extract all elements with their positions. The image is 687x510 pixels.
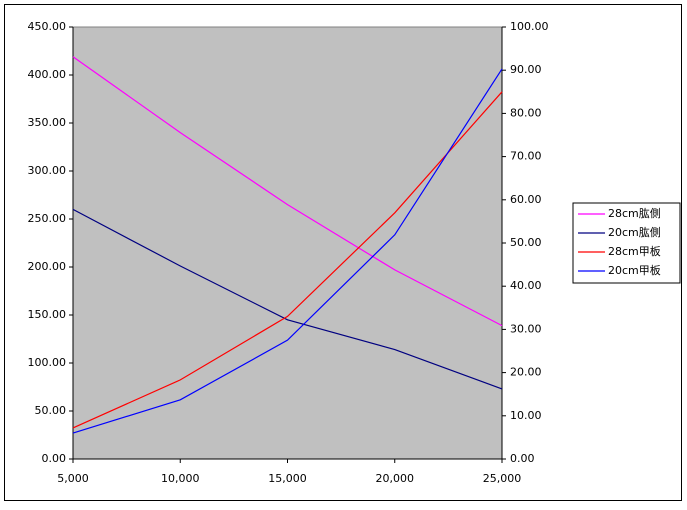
- series-line: [72, 68, 503, 434]
- y-tick-label: 400.00: [28, 68, 67, 81]
- y-tick-label: 0.00: [42, 452, 67, 465]
- series-line: [72, 208, 503, 390]
- series-line: [72, 91, 503, 429]
- legend-box: [572, 202, 681, 284]
- legend-label: 28cm肱側: [608, 206, 661, 220]
- y2-tick-label: 70.00: [510, 150, 542, 163]
- y2-tick-label: 90.00: [510, 63, 542, 76]
- y-tick-label: 350.00: [28, 116, 67, 129]
- x-tick-label: 5,000: [57, 472, 89, 485]
- y-tick-label: 50.00: [35, 404, 67, 417]
- y2-tick-label: 100.00: [510, 20, 549, 33]
- y2-tick-label: 30.00: [510, 322, 542, 335]
- legend-label: 20cm甲板: [608, 263, 661, 277]
- y-tick-label: 200.00: [28, 260, 67, 273]
- y2-tick-label: 20.00: [510, 366, 542, 379]
- legend-label: 20cm肱側: [608, 225, 661, 239]
- plot-area: [72, 26, 503, 460]
- x-tick-label: 25,000: [483, 472, 522, 485]
- series-line: [72, 56, 503, 327]
- x-tick-label: 20,000: [376, 472, 415, 485]
- x-tick-label: 10,000: [161, 472, 200, 485]
- y2-tick-label: 40.00: [510, 279, 542, 292]
- y2-tick-label: 80.00: [510, 106, 542, 119]
- y-tick-label: 300.00: [28, 164, 67, 177]
- y-tick-label: 250.00: [28, 212, 67, 225]
- y2-tick-label: 0.00: [510, 452, 535, 465]
- x-tick-label: 15,000: [268, 472, 307, 485]
- y2-tick-label: 60.00: [510, 193, 542, 206]
- legend-label: 28cm甲板: [608, 244, 661, 258]
- y2-tick-label: 50.00: [510, 236, 542, 249]
- y-tick-label: 150.00: [28, 308, 67, 321]
- y-tick-label: 450.00: [28, 20, 67, 33]
- y-tick-label: 100.00: [28, 356, 67, 369]
- y2-tick-label: 10.00: [510, 409, 542, 422]
